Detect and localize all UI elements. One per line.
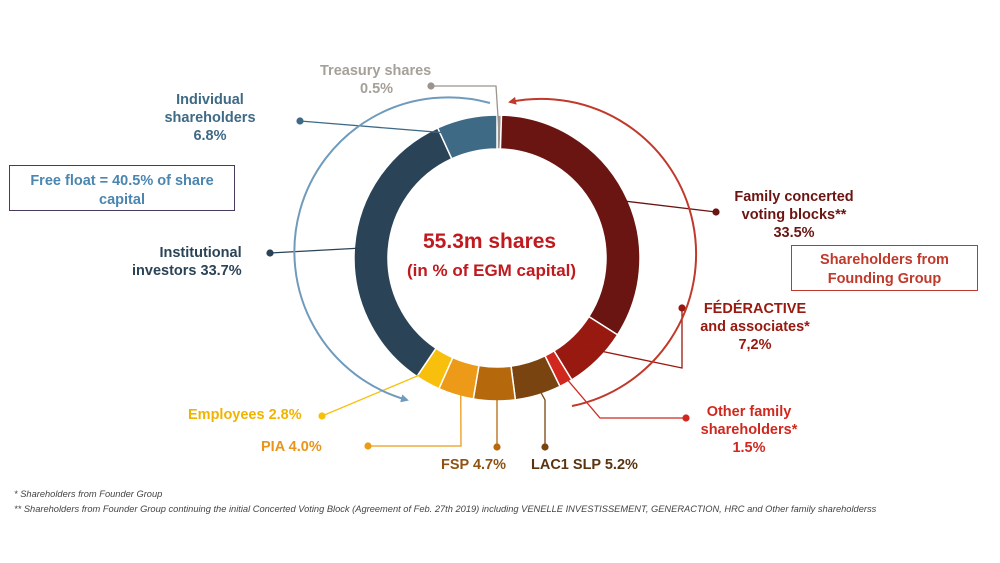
center-title: 55.3m shares bbox=[423, 230, 557, 253]
label-family-blocks-l1: Family concerted bbox=[734, 189, 854, 205]
leader-line-institutional bbox=[269, 246, 372, 254]
label-treasury-value: 0.5% bbox=[360, 81, 394, 97]
label-family-blocks-value: 33.5% bbox=[773, 225, 815, 241]
founding-group-box: Shareholders from Founding Group bbox=[791, 245, 978, 291]
label-institutional-l1: Institutional bbox=[159, 245, 242, 261]
label-federactive-value: 7,2% bbox=[738, 337, 772, 353]
founding-group-box-l1: Shareholders from bbox=[820, 252, 949, 268]
leader-line-employees bbox=[321, 367, 437, 417]
leader-line-federactive bbox=[585, 308, 683, 369]
label-other-family: Other family shareholders* 1.5% bbox=[690, 403, 808, 457]
leader-line-individual bbox=[299, 120, 471, 136]
leader-line-treasury bbox=[431, 85, 500, 133]
label-fsp: FSP 4.7% bbox=[441, 457, 507, 473]
leader-dot-fsp bbox=[493, 443, 501, 451]
founding-group-box-l2: Founding Group bbox=[827, 271, 942, 287]
center-subtitle: (in % of EGM capital) bbox=[407, 261, 577, 280]
footnote-2: ** Shareholders from Founder Group conti… bbox=[14, 504, 877, 514]
leader-dot-family_blocks bbox=[712, 208, 720, 216]
label-other-family-l2: shareholders* bbox=[700, 422, 798, 438]
label-pia: PIA 4.0% bbox=[261, 439, 322, 455]
slice-fsp bbox=[472, 364, 517, 402]
leader-dot-treasury bbox=[427, 82, 435, 90]
label-individual-l2: shareholders bbox=[164, 110, 256, 126]
free-float-box: Free float = 40.5% of share capital bbox=[9, 165, 235, 211]
label-other-family-value: 1.5% bbox=[732, 440, 766, 456]
founding-group-bracket-arrow bbox=[508, 96, 698, 407]
free-float-box-l1: Free float = 40.5% of share bbox=[30, 173, 214, 189]
label-individual-value: 6.8% bbox=[193, 128, 227, 144]
label-individual: Individual shareholders 6.8% bbox=[155, 91, 265, 145]
leader-dot-institutional bbox=[266, 249, 274, 257]
leader-line-pia bbox=[368, 378, 462, 447]
footnote-1: * Shareholders from Founder Group bbox=[14, 489, 163, 499]
leader-dot-lac1 bbox=[541, 443, 549, 451]
donut-slices bbox=[353, 114, 641, 402]
leader-dot-pia bbox=[364, 442, 372, 450]
leader-dot-other_family bbox=[682, 414, 690, 422]
label-institutional: Institutional investors 33.7% bbox=[132, 244, 242, 280]
free-float-bracket-arrow bbox=[293, 96, 491, 403]
free-float-box-l2: capital bbox=[99, 192, 145, 208]
slice-individual bbox=[436, 114, 498, 160]
slice-family_blocks bbox=[499, 114, 641, 336]
label-lac1: LAC1 SLP 5.2% bbox=[531, 457, 638, 473]
label-treasury-name: Treasury shares bbox=[320, 63, 432, 79]
leader-line-lac1 bbox=[532, 378, 546, 447]
label-individual-l1: Individual bbox=[176, 92, 244, 108]
leader-line-fsp bbox=[493, 383, 498, 447]
label-employees: Employees 2.8% bbox=[188, 407, 302, 423]
label-treasury: Treasury shares 0.5% bbox=[320, 62, 431, 98]
leader-line-family_blocks bbox=[608, 198, 717, 213]
leader-dot-federactive bbox=[678, 304, 686, 312]
leader-lines bbox=[266, 82, 720, 451]
leader-line-other_family bbox=[557, 367, 686, 419]
leader-dot-employees bbox=[318, 412, 326, 420]
label-federactive: FÉDÉRACTIVE and associates* 7,2% bbox=[692, 300, 818, 354]
label-family-blocks-l2: voting blocks** bbox=[741, 207, 847, 223]
label-other-family-l1: Other family bbox=[706, 404, 792, 420]
label-federactive-l1: FÉDÉRACTIVE bbox=[703, 301, 807, 317]
label-institutional-l2: investors 33.7% bbox=[132, 263, 242, 279]
label-federactive-l2: and associates* bbox=[700, 319, 810, 335]
label-family-blocks: Family concerted voting blocks** 33.5% bbox=[724, 188, 864, 242]
leader-dot-individual bbox=[296, 117, 304, 125]
